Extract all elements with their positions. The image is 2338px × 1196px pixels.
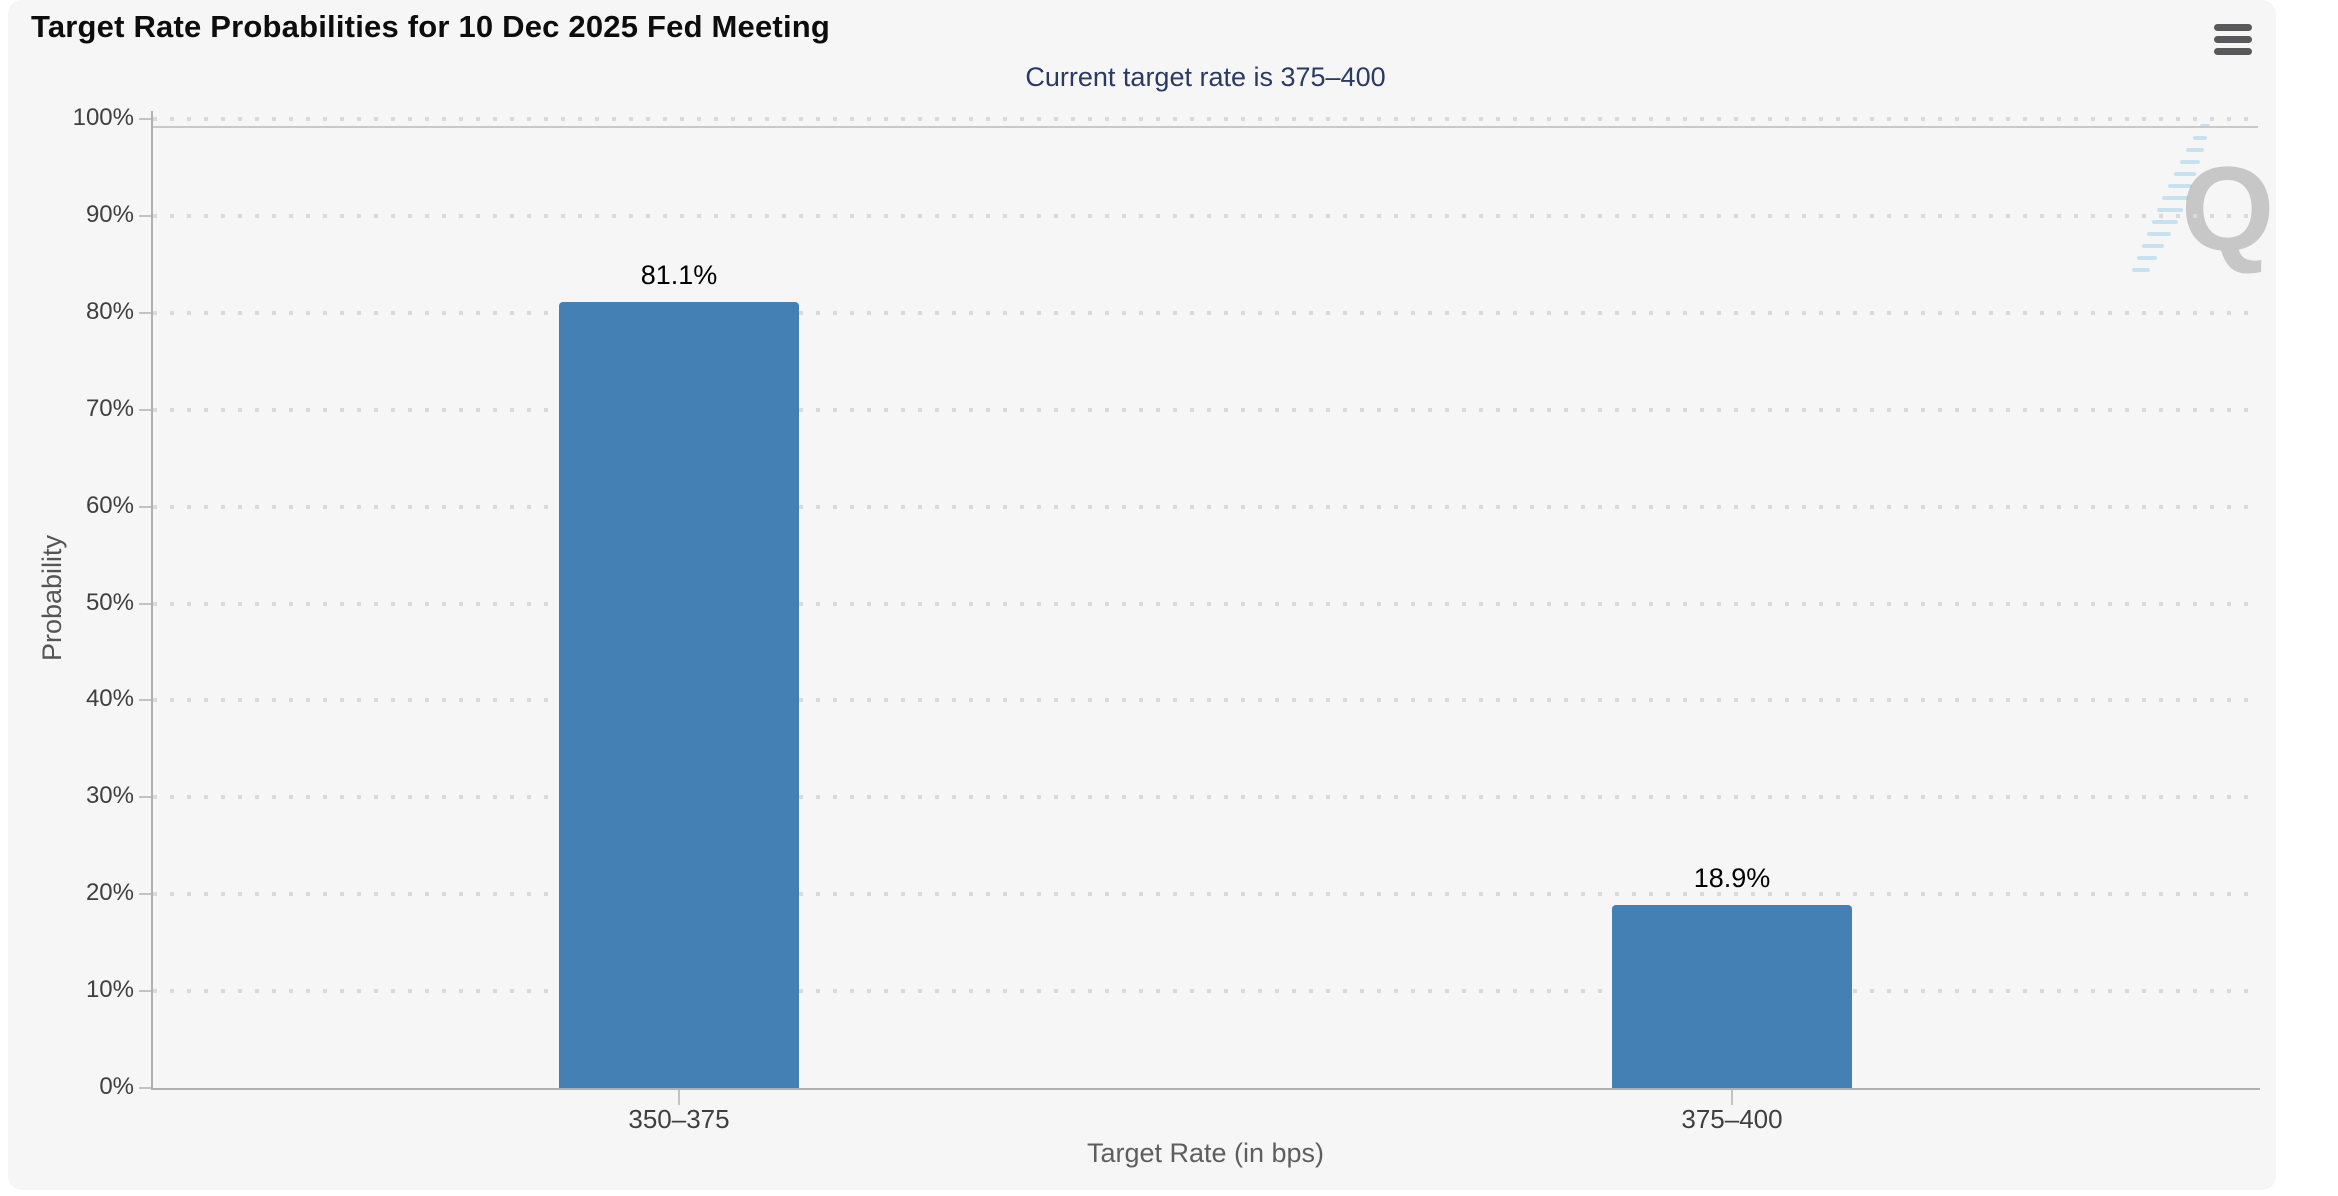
- y-axis-tick: [139, 118, 151, 120]
- bar-value-label: 18.9%: [1693, 863, 1771, 893]
- gridline: [153, 602, 2258, 606]
- gridline: [153, 214, 2258, 218]
- hamburger-bar: [2214, 24, 2252, 31]
- y-axis-tick: [139, 409, 151, 411]
- bar-value-label: 81.1%: [640, 260, 718, 290]
- y-tick-label: 70%: [85, 395, 134, 422]
- x-axis-tick: [1731, 1090, 1733, 1105]
- y-axis-tick: [139, 990, 151, 992]
- y-tick-label: 10%: [85, 976, 134, 1003]
- y-axis-tick: [139, 1087, 151, 1089]
- plot-area: 0% 10% 20% 30% 40% 50% 60% 70% 80% 90% 100% 81.1% 35…: [8, 0, 2276, 1190]
- bar[interactable]: [559, 302, 799, 1088]
- y-tick-label: 30%: [85, 782, 134, 809]
- y-axis-title: Probability: [37, 534, 67, 662]
- y-tick-label: 60%: [85, 492, 134, 519]
- x-axis-title: Target Rate (in bps): [1086, 1138, 1325, 1168]
- y-tick-label: 20%: [85, 879, 134, 906]
- gridline: [153, 698, 2258, 702]
- x-axis-line: [153, 1088, 2260, 1090]
- y-axis-tick: [139, 312, 151, 314]
- gridline: [153, 989, 2258, 993]
- hamburger-bar: [2214, 48, 2252, 55]
- y-tick-label: 100%: [72, 104, 134, 131]
- y-tick-label: 50%: [85, 589, 134, 616]
- hamburger-menu-icon[interactable]: [2214, 24, 2252, 60]
- gridline: [153, 505, 2258, 509]
- x-axis-tick: [678, 1090, 680, 1105]
- y-axis-tick: [139, 796, 151, 798]
- x-tick-label: 350–375: [628, 1104, 730, 1134]
- y-axis-tick: [139, 893, 151, 895]
- hamburger-bar: [2214, 36, 2252, 43]
- x-tick-label: 375–400: [1681, 1104, 1783, 1134]
- gridline: [153, 117, 2258, 121]
- chart-title: Target Rate Probabilities for 10 Dec 202…: [31, 9, 831, 44]
- y-axis-line: [151, 111, 153, 1090]
- y-axis-tick: [139, 699, 151, 701]
- chart-panel: Target Rate Probabilities for 10 Dec 202…: [8, 0, 2276, 1190]
- plot-top-border: [153, 126, 2258, 128]
- y-tick-label: 80%: [85, 298, 134, 325]
- bar[interactable]: [1612, 905, 1852, 1088]
- y-tick-label: 0%: [99, 1073, 134, 1100]
- y-axis-tick: [139, 506, 151, 508]
- gridline: [153, 311, 2258, 315]
- gridline: [153, 892, 2258, 896]
- y-tick-label: 40%: [85, 685, 134, 712]
- y-tick-label: 90%: [85, 201, 134, 228]
- gridline: [153, 795, 2258, 799]
- gridline: [153, 408, 2258, 412]
- y-axis-tick: [139, 603, 151, 605]
- chart-subtitle: Current target rate is 375–400: [1025, 62, 1386, 92]
- y-axis-tick: [139, 215, 151, 217]
